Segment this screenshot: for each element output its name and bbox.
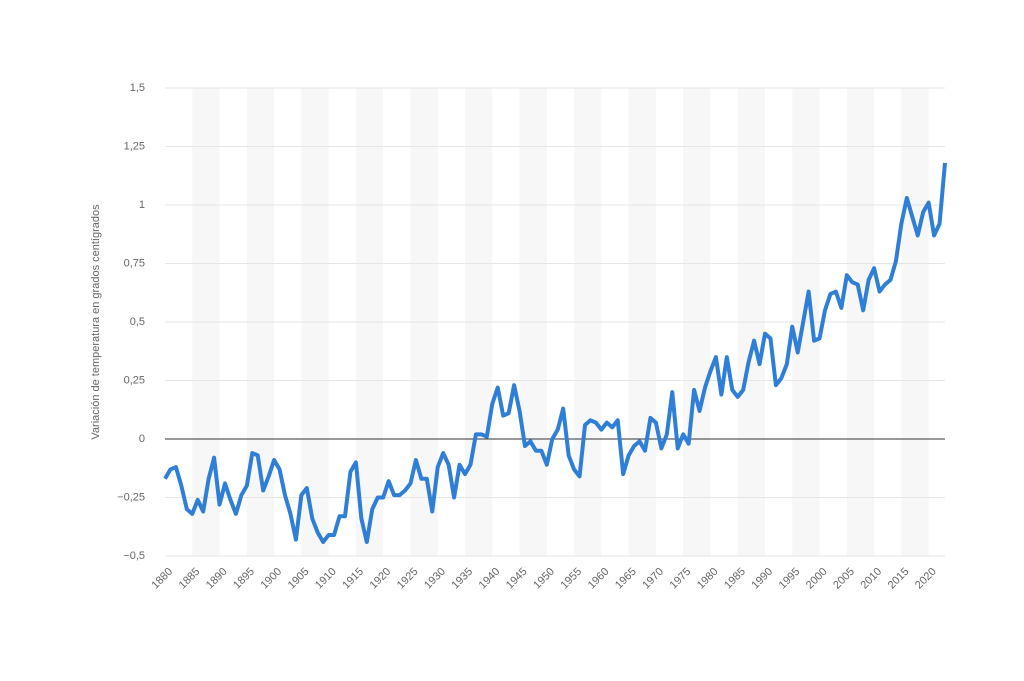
x-tick-label: 2015: [886, 566, 912, 592]
x-tick-label: 1985: [722, 566, 748, 592]
y-tick-label: −0,5: [123, 550, 145, 562]
x-tick-label: 1930: [422, 566, 448, 592]
x-tick-label: 1900: [258, 566, 284, 592]
y-tick-label: 1,25: [124, 140, 145, 152]
x-tick-label: 1950: [531, 566, 557, 592]
x-tick-label: 1975: [668, 566, 694, 592]
x-tick-label: 1915: [340, 566, 366, 592]
x-tick-label: 1940: [477, 566, 503, 592]
y-tick-label: −0,25: [117, 491, 145, 503]
y-tick-label: 1: [139, 199, 145, 211]
x-tick-label: 2020: [913, 566, 939, 592]
y-tick-label: 0,75: [124, 257, 145, 269]
x-tick-label: 1905: [286, 566, 312, 592]
x-tick-label: 1890: [204, 566, 230, 592]
x-tick-label: 2010: [858, 566, 884, 592]
x-tick-label: 1910: [313, 566, 339, 592]
x-tick-label: 1955: [558, 566, 584, 592]
x-tick-label: 1895: [231, 566, 257, 592]
x-tick-label: 1920: [368, 566, 394, 592]
x-tick-label: 1995: [777, 566, 803, 592]
data-line: [163, 162, 947, 544]
y-axis-label: Variación de temperatura en grados centí…: [90, 204, 102, 440]
x-tick-label: 1970: [640, 566, 666, 592]
y-tick-label: 1,5: [130, 82, 145, 94]
y-tick-label: 0,25: [124, 374, 145, 386]
y-tick-label: 0: [139, 433, 145, 445]
x-tick-label: 1880: [149, 566, 175, 592]
x-tick-label: 2000: [804, 566, 830, 592]
x-tick-label: 1945: [504, 566, 530, 592]
x-tick-label: 1925: [395, 566, 421, 592]
x-tick-label: 2005: [831, 566, 857, 592]
x-tick-label: 1990: [749, 566, 775, 592]
y-tick-label: 0,5: [130, 316, 145, 328]
x-tick-label: 1885: [177, 566, 203, 592]
x-tick-label: 1980: [695, 566, 721, 592]
x-tick-label: 1965: [613, 566, 639, 592]
x-tick-label: 1960: [586, 566, 612, 592]
x-tick-label: 1935: [449, 566, 475, 592]
